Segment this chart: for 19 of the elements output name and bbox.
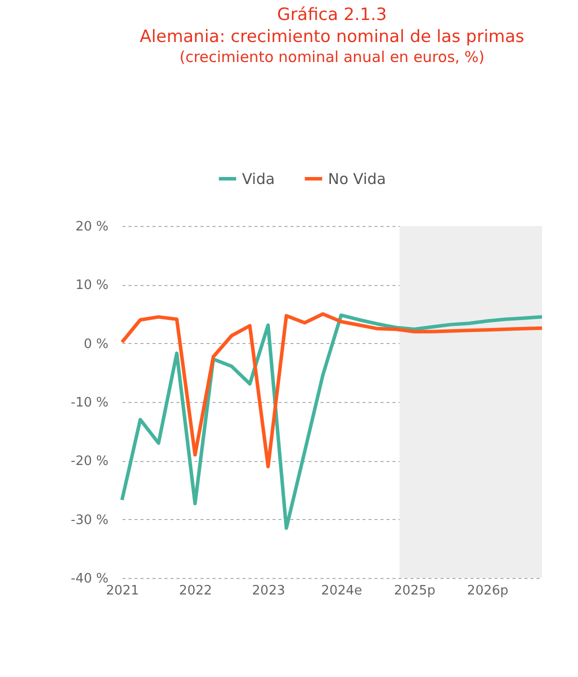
y-tick-label: -20 % — [70, 454, 108, 470]
y-tick-label: 10 % — [75, 278, 108, 294]
x-tick-label: 2023 — [252, 584, 286, 598]
x-tick-label: 2021 — [106, 584, 140, 598]
x-tick-label: 2025p — [394, 584, 436, 598]
chart-subtitle: (crecimiento nominal anual en euros, %) — [179, 48, 485, 66]
y-tick-label: 0 % — [84, 336, 108, 352]
line-series — [120, 313, 544, 530]
y-tick-label: -30 % — [70, 512, 108, 528]
x-tick-label: 2022 — [178, 584, 212, 598]
line-series — [120, 312, 544, 468]
legend-label: Vida — [242, 170, 275, 188]
legend-label: No Vida — [328, 170, 386, 188]
y-tick-label: 20 % — [75, 220, 108, 234]
x-tick-label: 2024e — [321, 584, 362, 598]
y-tick-label: -40 % — [70, 572, 108, 586]
y-tick-label: -10 % — [70, 396, 108, 410]
chart-title: Gráfica 2.1.3 Alemania: crecimiento nominal de las primas — [140, 5, 524, 47]
x-tick-label: 2026p — [467, 584, 508, 598]
